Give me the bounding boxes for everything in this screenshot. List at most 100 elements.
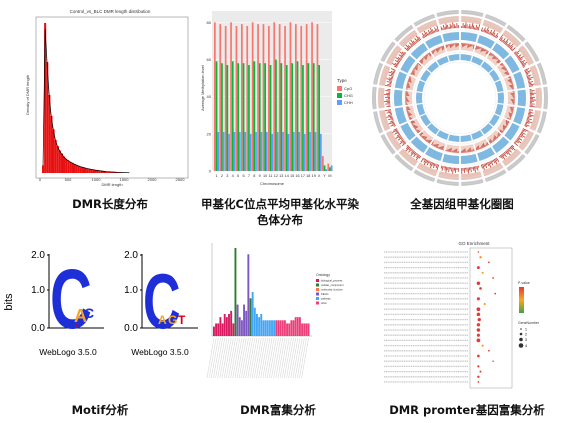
circos-track-blue-inner: [489, 114, 500, 127]
enrich-x-label-stub: [221, 337, 230, 379]
enrich-x-label-stub: [273, 337, 281, 379]
circos-signal-red-inner: [410, 73, 412, 75]
circos-signal-red: [432, 163, 436, 169]
circos-signal-red: [392, 129, 398, 133]
methyl-bar-chg: [231, 61, 234, 172]
circos-signal-red-inner: [427, 53, 429, 55]
circos-track-blue-inner: [436, 55, 449, 66]
caption-motif: Motif分析: [71, 403, 129, 417]
circos-signal-red-inner: [421, 57, 424, 60]
circos-signal-red: [486, 162, 490, 167]
enrich-x-label-stub: [251, 337, 260, 379]
enrich-x-label-stub: [294, 337, 303, 379]
circos-signal-red: [527, 116, 530, 119]
circos-signal-red-inner: [502, 66, 506, 70]
motif-2-letter-top: G: [168, 313, 177, 327]
circos-signal-red: [529, 90, 535, 92]
circos-signal-red: [526, 76, 530, 79]
circos-signal-red-inner: [486, 143, 489, 146]
motif-2-ytick-2: 2.0: [124, 250, 138, 261]
circos-signal-red: [436, 28, 438, 32]
hist-x-tick-label: 500: [65, 177, 72, 182]
circos-signal-red: [484, 163, 488, 169]
circos-signal-red-inner: [503, 67, 507, 70]
enrich-bar: [279, 320, 282, 336]
circos-track-inner: [486, 129, 501, 143]
circos-signal-red: [505, 151, 509, 155]
circos-signal-red: [386, 81, 392, 83]
circos-signal-red-inner: [406, 85, 410, 87]
hist-bar: [88, 168, 91, 173]
circos-signal-red-inner: [479, 46, 481, 49]
enrich-legend-label: pathway: [321, 297, 331, 301]
enrich-bar: [301, 323, 304, 336]
circos-signal-red-inner: [431, 144, 434, 146]
hist-bar: [67, 160, 70, 173]
circos-signal-red: [427, 29, 431, 35]
enrich-bar: [217, 323, 220, 336]
methyl-bar-cpg: [278, 24, 281, 172]
circos-signal-red: [385, 90, 391, 92]
circos-track-blue: [513, 107, 526, 125]
circos-signal-red: [504, 151, 506, 154]
hist-bar: [60, 153, 63, 173]
hist-bar: [48, 95, 51, 173]
circos-track-blue-inner: [460, 134, 472, 142]
circos-signal-red-inner: [406, 84, 410, 86]
circos-track-blue: [460, 32, 478, 43]
dotplot-size-label-4: 4: [525, 344, 527, 348]
motif-1-letter-tall: A: [74, 306, 87, 326]
circos-signal-red-inner: [506, 70, 508, 72]
circos-signal-red: [395, 134, 401, 139]
circos-signal-red: [423, 34, 427, 38]
circos-signal-red: [477, 24, 481, 31]
enrich-bar: [258, 317, 261, 336]
enrich-x-label-stub: [230, 337, 238, 379]
circos-track-inner: [507, 91, 514, 105]
circos-signal-red: [416, 153, 418, 156]
enrich-bar: [299, 317, 301, 336]
circos-signal-red-inner: [417, 130, 421, 134]
methyl-bar-chh: [293, 131, 295, 171]
circos-signal-red-inner: [431, 50, 434, 55]
hist-bar: [44, 23, 47, 173]
circos-signal-red: [526, 74, 532, 77]
circos-track-blue: [394, 71, 407, 89]
circos-track-blue-inner: [448, 54, 460, 62]
circos-signal-red-inner: [510, 108, 514, 110]
dotplot-point: [476, 297, 480, 301]
circos-signal-red-inner: [438, 47, 440, 50]
circos-signal-red: [444, 26, 447, 30]
enrich-x-label-stub: [290, 337, 299, 379]
circos-signal-red-inner: [502, 129, 505, 131]
circos-signal-red: [507, 44, 511, 48]
circos-signal-red: [435, 164, 438, 169]
circos-signal-red: [485, 162, 488, 165]
methyl-bar-chh: [276, 131, 279, 171]
methyl-bar-chg: [307, 63, 310, 172]
hist-xlabel: DMR length: [101, 182, 122, 187]
circos-signal-red: [447, 166, 449, 171]
motif-logo-1: bits 0.0 1.0 2.0 C A C T WebLogo 3.5.0: [3, 250, 104, 357]
dotplot-legend: P-value GeneNumber 1 2 3 4: [518, 281, 540, 348]
circos-ideogram: [413, 169, 436, 183]
circos-track-blue-inner: [497, 92, 504, 104]
circos-signal-red: [520, 131, 526, 135]
circos-signal-red: [529, 105, 536, 108]
methyl-bar-chh: [260, 131, 263, 171]
dotplot-point: [477, 354, 480, 358]
enrich-bar: [275, 320, 278, 336]
circos-signal-red-inner: [506, 72, 510, 75]
circos-signal-red-inner: [505, 71, 509, 75]
methyl-x-tick-label: 15: [290, 174, 294, 178]
circos-track-blue-inner: [436, 130, 449, 141]
circos-signal-red-inner: [446, 44, 448, 48]
circos-signal-red-inner: [450, 148, 452, 153]
motif-2-footer: WebLogo 3.5.0: [131, 347, 189, 357]
methyl-bar-cpg: [268, 26, 270, 171]
circos-signal-red-inner: [502, 124, 507, 128]
hist-title: Control_vs_BLC DMR length distribution: [70, 9, 151, 14]
circos-signal-red-inner: [427, 139, 430, 143]
enrich-bar: [234, 248, 237, 336]
